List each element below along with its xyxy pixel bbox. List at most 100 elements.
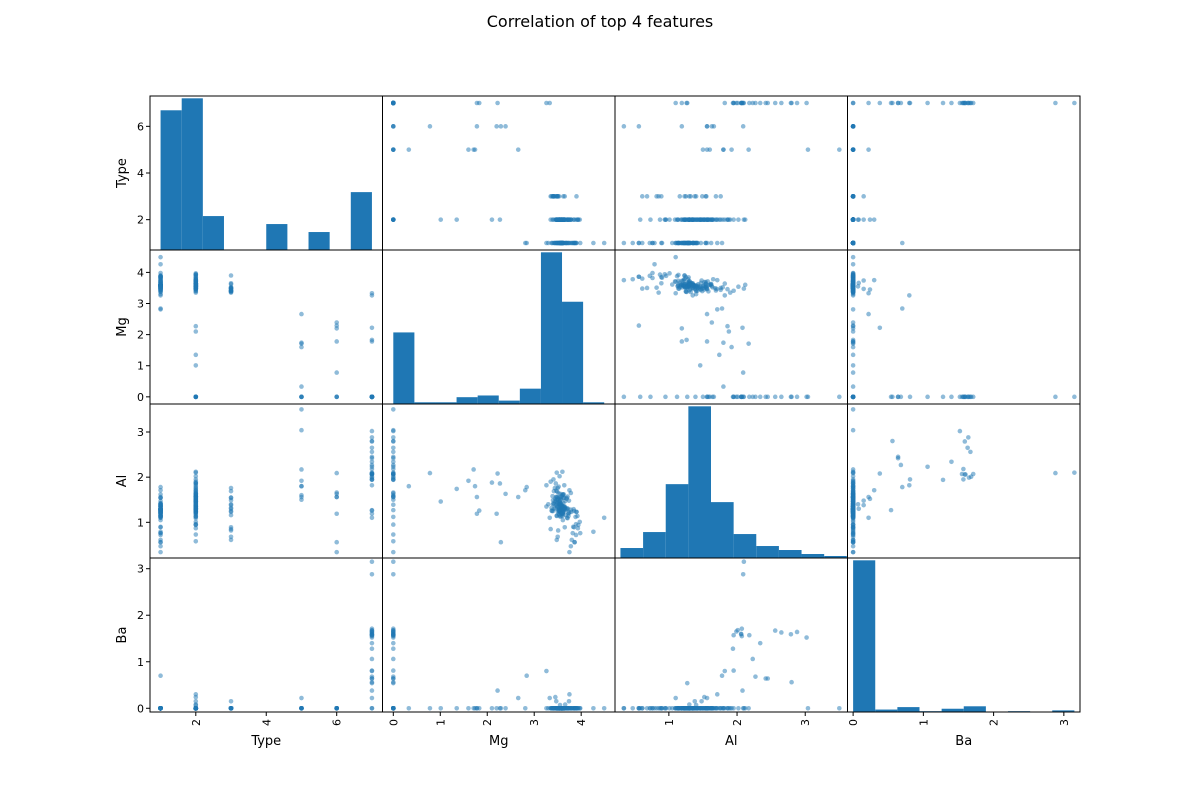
histogram-bar (875, 709, 898, 712)
scatter-point (687, 702, 692, 707)
scatter-point (391, 449, 396, 455)
scatter-point (714, 217, 720, 222)
scatter-point (746, 705, 751, 711)
x-tick-label: 2 (731, 719, 744, 726)
scatter-point (667, 705, 672, 711)
scatter-point (907, 394, 913, 400)
scatter-point (710, 276, 716, 282)
scatter-point (369, 325, 375, 331)
scatter-point (727, 290, 733, 295)
scatter-point (553, 481, 559, 486)
scatter-point (547, 515, 553, 521)
scatter-point (837, 705, 842, 711)
scatter-point (763, 100, 768, 106)
y-tick-label: 1 (137, 516, 144, 529)
scatter-point (193, 698, 199, 704)
panel-frame (614, 249, 848, 405)
scatter-point (736, 284, 741, 290)
scatter-point (565, 515, 570, 521)
scatter-point (228, 495, 234, 500)
scatter-point (391, 646, 396, 652)
scatter-point (648, 217, 653, 222)
scatter-point (391, 514, 396, 520)
scatter-point (391, 435, 396, 440)
scatter-point (193, 705, 199, 711)
scatter-point (369, 571, 375, 577)
scatter-point (228, 488, 234, 494)
scatter-point (554, 495, 560, 500)
scatter-point (630, 276, 636, 282)
scatter-point (549, 240, 554, 246)
scatter-point (949, 394, 954, 400)
scatter-point (575, 513, 580, 519)
histogram-bar (393, 332, 415, 404)
scatter-point (663, 394, 668, 400)
scatter-point (158, 498, 163, 504)
scatter-point (591, 240, 596, 246)
panel-frame (149, 403, 383, 559)
scatter-point (560, 469, 565, 475)
scatter-point (962, 439, 968, 444)
scatter-point (961, 477, 966, 482)
histogram-bar (562, 301, 584, 404)
scatter-point (601, 705, 607, 711)
scatter-point (406, 147, 412, 152)
scatter-point (740, 124, 746, 129)
scatter-point (663, 705, 668, 711)
scatter-point (721, 705, 726, 711)
scatter-point (544, 668, 549, 674)
scatter-point (562, 506, 568, 512)
scatter-point (391, 668, 396, 673)
scatter-point (193, 329, 199, 334)
scatter-point (299, 384, 304, 389)
scatter-point (949, 459, 954, 465)
scatter-point (1053, 100, 1058, 106)
scatter-point (763, 394, 768, 400)
scatter-point (193, 506, 199, 512)
scatter-point (369, 445, 375, 451)
scatter-point (193, 692, 199, 697)
scatter-point (299, 478, 304, 484)
scatter-point (547, 695, 553, 701)
scatter-point (962, 100, 968, 106)
scatter-point (566, 698, 572, 704)
scatter-point (794, 394, 800, 400)
scatter-point (850, 501, 856, 507)
scatter-point (391, 477, 396, 482)
scatter-point (684, 705, 689, 711)
y-axis-label: Ba (115, 627, 130, 644)
scatter-point (888, 394, 894, 400)
scatter-point (678, 217, 684, 222)
scatter-point (557, 240, 562, 246)
scatter-point (714, 692, 720, 697)
scatter-point (369, 680, 375, 686)
scatter-point (895, 394, 901, 400)
scatter-point (228, 512, 234, 518)
scatter-point (299, 695, 304, 701)
scatter-point (494, 124, 499, 129)
scatter-point (850, 384, 856, 389)
scatter-point (193, 352, 199, 358)
scatter-point (556, 512, 562, 518)
scatter-point (471, 467, 476, 472)
scatter-point (498, 124, 504, 129)
scatter-point (369, 449, 375, 455)
scatter-point (567, 549, 572, 555)
scatter-point (158, 293, 163, 298)
scatter-point (391, 680, 396, 686)
scatter-point (228, 286, 234, 292)
scatter-point (474, 494, 480, 500)
scatter-point (757, 100, 763, 106)
panel-frame (149, 249, 383, 405)
scatter-point (438, 217, 444, 222)
scatter-point (158, 254, 163, 260)
scatter-point (193, 487, 199, 493)
scatter-point (573, 240, 579, 246)
scatter-point (193, 473, 199, 479)
scatter-point (962, 394, 968, 400)
scatter-point (557, 217, 563, 222)
scatter-point (193, 532, 199, 537)
scatter-point (677, 194, 683, 199)
scatter-point (697, 363, 703, 368)
